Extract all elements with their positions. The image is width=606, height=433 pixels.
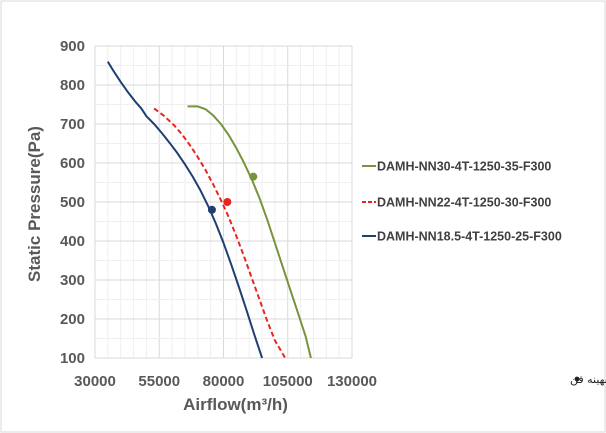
tick-labels: 100 200 300 400 500 600 700 800 900 30000 55000 800… (60, 38, 377, 390)
series-line-3 (106, 61, 264, 359)
x-tick-label: 80000 (203, 373, 245, 390)
y-tick-label: 700 (60, 116, 85, 133)
legend-label-3: DAMH-NN18.5-4T-1250-25-F300 (377, 230, 562, 244)
optimal-point-1 (249, 172, 258, 181)
grid (94, 45, 353, 359)
legend-label-2: DAMH-NN22-4T-1250-30-F300 (377, 196, 551, 210)
y-tick-label: 900 (60, 38, 85, 55)
y-tick-label: 200 (60, 311, 85, 328)
x-tick-label: 30000 (74, 373, 116, 390)
y-tick-label: 600 (60, 155, 85, 172)
annotation-note: نقطه عملکرد بهینه فن (570, 373, 606, 386)
x-tick-label: 130000 (327, 373, 377, 390)
y-axis-title: Static Pressure(Pa) (25, 126, 44, 282)
y-tick-label: 500 (60, 194, 85, 211)
annotation-bullet-icon (574, 376, 580, 382)
y-tick-label: 800 (60, 77, 85, 94)
y-tick-label: 400 (60, 233, 85, 250)
optimal-point-3 (207, 205, 216, 214)
y-tick-label: 300 (60, 272, 85, 289)
legend: DAMH-NN30-4T-1250-35-F300 DAMH-NN22-4T-12… (362, 160, 562, 244)
annotation-text: نقطه عملکرد بهینه فن (570, 373, 606, 386)
optimal-point-2 (223, 198, 232, 206)
legend-label-1: DAMH-NN30-4T-1250-35-F300 (377, 160, 551, 174)
optimal-points (207, 172, 258, 214)
x-tick-label: 105000 (263, 373, 313, 390)
x-axis-title: Airflow(m³/h) (183, 395, 288, 414)
y-tick-label: 100 (60, 350, 85, 367)
x-tick-label: 55000 (138, 373, 180, 390)
series-line-2 (153, 107, 287, 359)
